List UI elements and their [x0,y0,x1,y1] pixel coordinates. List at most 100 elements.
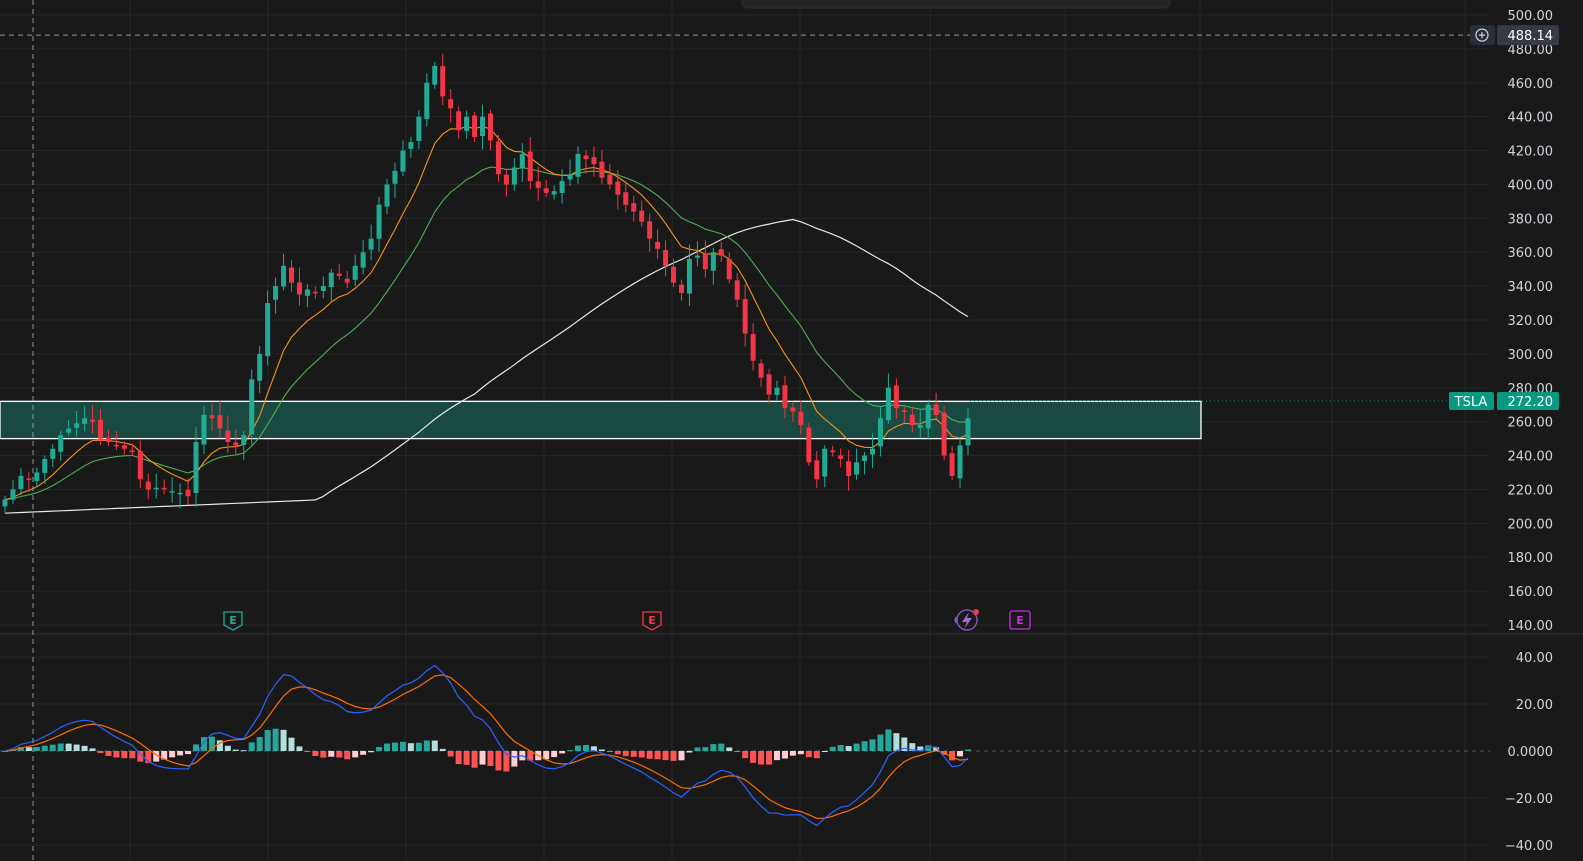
candle [559,169,565,204]
macd-histogram-bar [304,751,311,752]
price-axis-tick-label: 140.00 [1508,619,1554,634]
macd-histogram-bar [829,746,836,751]
macd-histogram-bar [582,744,589,751]
macd-histogram-bar [909,743,916,751]
macd-histogram-bar [638,751,645,758]
earnings-marker[interactable]: E [642,611,662,631]
candle [487,109,493,151]
earnings-marker[interactable]: E [223,611,243,631]
last-price-label: 272.20 [1508,395,1554,410]
drawing-toolbar[interactable] [741,0,1171,9]
macd-histogram-bar [789,751,796,756]
earnings-marker-letter: E [1016,614,1024,627]
candle [750,323,756,371]
candle [615,169,621,210]
macd-histogram-bar [89,748,96,751]
macd-histogram-bar [630,751,637,757]
macd-histogram-bar [49,744,56,751]
candle [289,259,295,292]
macd-axis-tick-label: 0.0000 [1508,745,1554,760]
macd-histogram-bar [415,742,422,751]
candle [838,448,844,468]
candle [336,264,342,280]
price-axis[interactable]: 500.00 480.00 460.00 440.00 420.00 400.00 380.… [1505,9,1553,854]
candle [774,380,780,402]
macd-histogram-bar [97,751,104,754]
candle [877,405,883,457]
macd-histogram-bar [495,751,502,771]
lightning-bolt-icon[interactable] [954,609,979,631]
macd-histogram-bar [360,751,367,755]
candle [495,134,501,182]
candle [105,429,111,447]
candle [766,369,772,404]
macd-histogram-bar [431,740,438,751]
candle [718,241,724,262]
price-axis-tick-label: 460.00 [1508,77,1554,92]
macd-histogram-bar [821,751,828,752]
candle [480,104,486,150]
macd-histogram-bar [606,751,613,752]
macd-histogram-bar [758,751,765,765]
candle [678,279,684,301]
candle [734,272,740,308]
candle [392,162,398,198]
macd-histogram-bar [169,751,176,758]
candle [925,399,931,440]
candle [344,270,350,289]
price-axis-tick-label: 400.00 [1508,178,1554,193]
earnings-marker-letter: E [229,614,237,627]
macd-axis-tick-label: −40.00 [1505,839,1553,854]
price-axis-tick-label: 160.00 [1508,585,1554,600]
candle [113,431,119,450]
price-axis-tick-label: 440.00 [1508,111,1554,126]
macd-histogram-bar [471,751,478,768]
candle [575,146,581,184]
macd-histogram-bar [256,737,263,751]
candle [909,406,915,432]
macd-histogram-bar [121,751,128,759]
macd-histogram-bar [893,733,900,751]
macd-histogram-bar [503,751,510,772]
candle [177,483,183,509]
candle [169,477,175,503]
macd-histogram-bar [368,751,375,753]
support-zone[interactable] [0,400,1202,440]
macd-histogram-bar [487,751,494,767]
macd-histogram-bar [105,751,112,756]
candle [360,240,366,275]
candle [90,405,96,434]
price-axis-tick-label: 380.00 [1508,212,1554,227]
macd-histogram-bar [280,729,287,751]
earnings-marker[interactable]: E [1009,610,1031,630]
macd-histogram-bar [845,746,852,751]
candle [352,254,358,286]
candle [384,178,390,215]
support-zone-rect[interactable] [0,400,1202,440]
candle [583,150,589,174]
candle [655,229,661,259]
candle [233,429,239,454]
price-axis-tick-label: 300.00 [1508,348,1554,363]
macd-histogram-bar [718,743,725,751]
macd-histogram-bar [399,741,406,751]
macd-histogram-bar [654,751,661,760]
candle [328,268,334,302]
price-axis-tick-label: 240.00 [1508,450,1554,465]
candle [18,468,24,496]
macd-histogram-bar [622,751,629,757]
price-axis-tick-label: 480.00 [1508,43,1554,58]
macd-histogram-bar [137,751,144,762]
candle [854,448,860,480]
macd-histogram-bar [805,751,812,758]
macd-signal-line [4,674,969,819]
crosshair-price-label: 488.14 [1508,29,1554,44]
macd-histogram-bar [73,744,80,751]
macd-histogram-bar [702,747,709,751]
macd-histogram-bar [312,751,319,756]
macd-histogram-bar [678,751,685,761]
candle [917,410,923,439]
plus-circle-icon[interactable] [1470,25,1495,46]
